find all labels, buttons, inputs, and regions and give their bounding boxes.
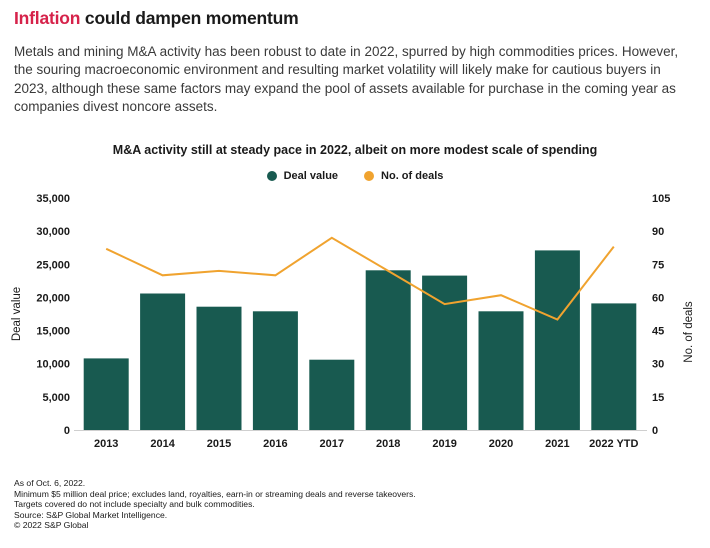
left-axis-tick: 35,000 — [36, 193, 70, 205]
legend-label-no-of-deals: No. of deals — [381, 170, 444, 183]
x-axis-label-2021: 2021 — [545, 438, 569, 450]
x-axis-label-2014: 2014 — [150, 438, 175, 450]
bar-2013 — [83, 358, 129, 431]
bar-2022-ytd — [591, 303, 637, 431]
bar-2018 — [365, 270, 411, 431]
footnote-source: Source: S&P Global Market Intelligence. — [14, 509, 168, 520]
chart-title: M&A activity still at steady pace in 202… — [112, 143, 598, 158]
bar-2016 — [252, 311, 298, 431]
page-title-rest: could dampen momentum — [80, 8, 299, 28]
footnote-as-of: As of Oct. 6, 2022. — [14, 478, 86, 489]
x-axis-label-2020: 2020 — [489, 438, 513, 450]
bar-2015 — [196, 306, 242, 431]
left-axis-tick: 5,000 — [42, 392, 70, 404]
footnotes: As of Oct. 6, 2022. Minimum $5 million d… — [14, 478, 696, 531]
footnote-criteria: Minimum $5 million deal price; excludes … — [14, 488, 416, 499]
left-axis-tick: 0 — [64, 425, 70, 437]
left-axis-tick: 30,000 — [36, 226, 70, 238]
footnote-targets: Targets covered do not include specialty… — [14, 499, 255, 510]
legend-label-deal-value: Deal value — [283, 170, 339, 183]
x-axis-label-2018: 2018 — [376, 438, 400, 450]
bar-2019 — [422, 275, 468, 431]
bar-2014 — [140, 293, 186, 431]
x-axis-label-2017: 2017 — [320, 438, 344, 450]
deal-value-dot-icon — [266, 171, 277, 182]
line-no-of-deals — [105, 236, 615, 321]
intro-paragraph: Metals and mining M&A activity has been … — [14, 44, 679, 114]
left-axis-tick: 10,000 — [36, 359, 70, 371]
x-axis-label-2016: 2016 — [263, 438, 287, 450]
left-axis-tick: 15,000 — [36, 326, 70, 338]
bar-2021 — [534, 250, 580, 431]
chart-legend: Deal value No. of deals — [14, 170, 696, 182]
bar-2017 — [309, 359, 355, 431]
right-axis-tick: 30 — [652, 359, 664, 371]
right-axis-tick: 60 — [652, 293, 664, 305]
legend-item-deal-value: Deal value — [266, 170, 339, 183]
no-of-deals-dot-icon — [364, 171, 375, 182]
x-axis-label-2015: 2015 — [207, 438, 231, 450]
footnote-copyright: © 2022 S&P Global — [14, 520, 89, 531]
left-axis-tick: 25,000 — [36, 259, 70, 271]
x-axis-label-2022-ytd: 2022 YTD — [589, 438, 638, 450]
legend-item-no-of-deals: No. of deals — [364, 170, 443, 182]
left-axis-title: Deal value — [11, 287, 23, 341]
right-axis-tick: 45 — [652, 326, 664, 338]
right-axis-tick: 105 — [652, 193, 670, 205]
right-axis-tick: 75 — [652, 259, 664, 271]
left-axis-tick: 20,000 — [36, 293, 70, 305]
page-title-highlight: Inflation — [14, 8, 81, 28]
right-axis-tick: 0 — [652, 425, 658, 437]
x-axis-label-2013: 2013 — [94, 438, 118, 450]
bar-2020 — [478, 311, 524, 431]
chart-canvas: 0 5,000 10,000 15,000 20,000 25,000 30,000 35,0… — [11, 193, 695, 450]
right-axis-title: No. of deals — [683, 301, 695, 363]
right-axis-tick: 90 — [652, 226, 664, 238]
page-title: Inflation could dampen momentum — [14, 8, 696, 29]
x-axis-label-2019: 2019 — [432, 438, 456, 450]
right-axis-tick: 15 — [652, 392, 664, 404]
